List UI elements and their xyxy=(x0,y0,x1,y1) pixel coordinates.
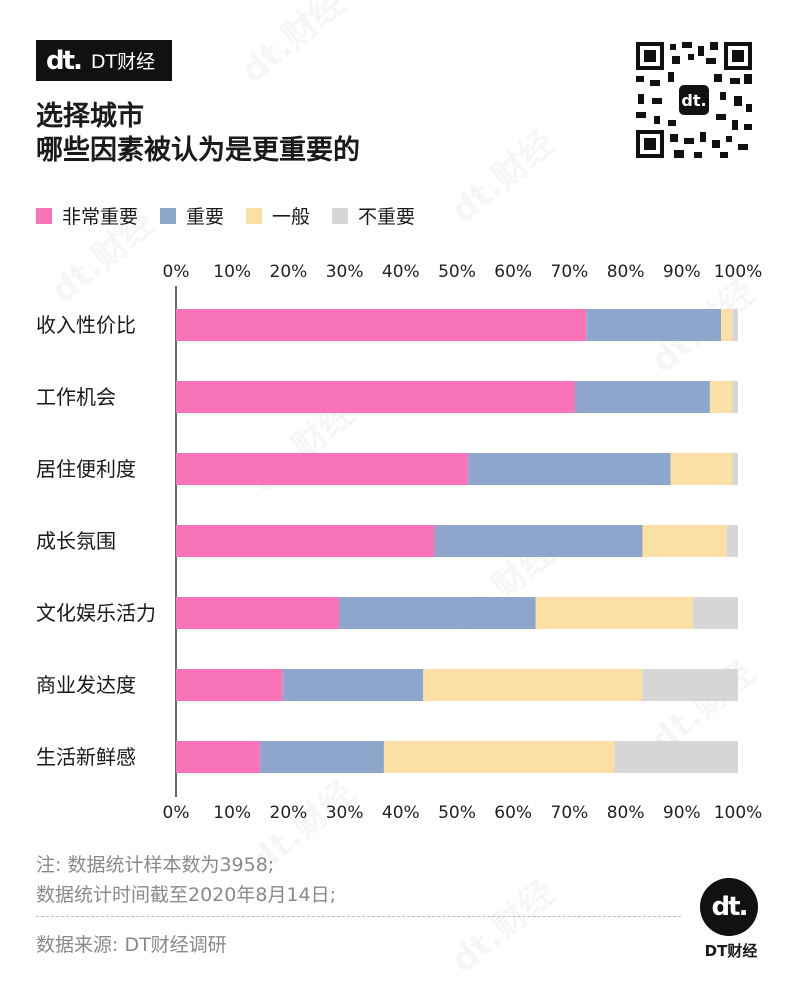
bar-segment xyxy=(176,525,435,557)
legend-swatch xyxy=(246,207,263,224)
chart-title: 选择城市 哪些因素被认为是更重要的 xyxy=(36,100,360,168)
bar-segment xyxy=(693,597,738,629)
x-tick-label-bottom: 70% xyxy=(551,803,589,823)
bar-segment xyxy=(732,453,738,485)
bar-segment xyxy=(383,741,615,773)
x-tick-label-bottom: 100% xyxy=(714,803,763,823)
legend-label: 非常重要 xyxy=(62,206,139,228)
corner-logo-icon: dt. xyxy=(700,878,758,936)
legend-swatch xyxy=(160,207,177,224)
bar-segment xyxy=(732,381,738,413)
brand-logo: dt. xyxy=(46,45,83,76)
bar-segment xyxy=(468,453,671,485)
bar-segment xyxy=(338,597,536,629)
bar-segment xyxy=(176,453,469,485)
x-tick-label-top: 80% xyxy=(607,262,645,282)
category-label: 居住便利度 xyxy=(36,457,136,481)
x-tick-label-top: 0% xyxy=(163,262,190,282)
x-tick-label-top: 100% xyxy=(714,262,763,282)
bar-segment xyxy=(176,741,261,773)
bar-segment xyxy=(176,381,576,413)
bar-segment xyxy=(670,453,733,485)
x-tick-label-bottom: 0% xyxy=(163,803,190,823)
x-tick-label-bottom: 40% xyxy=(382,803,420,823)
bar-segment xyxy=(642,669,738,701)
svg-text:dt.: dt. xyxy=(681,91,706,110)
x-tick-label-bottom: 10% xyxy=(213,803,251,823)
divider xyxy=(36,916,681,917)
bar-segment xyxy=(176,669,283,701)
x-tick-label-top: 30% xyxy=(326,262,364,282)
chart-legend: 非常重要 重要 一般 不重要 xyxy=(36,202,437,229)
x-tick-label-bottom: 80% xyxy=(607,803,645,823)
qr-code-icon: dt. xyxy=(634,40,754,160)
legend-swatch xyxy=(332,207,349,224)
footnote-line1: 注: 数据统计样本数为3958; xyxy=(36,854,275,876)
footnote-line2: 数据统计时间截至2020年8月14日; xyxy=(36,884,337,906)
x-tick-label-bottom: 30% xyxy=(326,803,364,823)
x-tick-label-top: 20% xyxy=(270,262,308,282)
bar-segment xyxy=(614,741,738,773)
bar-segment xyxy=(260,741,384,773)
bar-segment xyxy=(732,309,738,341)
bar-segment xyxy=(709,381,733,413)
bar-segment xyxy=(726,525,738,557)
brand-name: DT财经 xyxy=(90,51,156,73)
footnote: 注: 数据统计样本数为3958; 数据统计时间截至2020年8月14日; xyxy=(36,850,336,910)
legend-label: 一般 xyxy=(272,206,311,228)
legend-item-average: 一般 xyxy=(246,202,310,229)
legend-item-important: 重要 xyxy=(160,202,224,229)
x-tick-label-top: 70% xyxy=(551,262,589,282)
bar-segment xyxy=(176,597,339,629)
x-tick-label-top: 10% xyxy=(213,262,251,282)
source-note: 数据来源: DT财经调研 xyxy=(36,934,227,956)
corner-brand-name: DT财经 xyxy=(704,942,758,960)
category-label: 文化娱乐活力 xyxy=(36,601,156,625)
legend-label: 重要 xyxy=(186,206,225,228)
legend-label: 不重要 xyxy=(358,206,416,228)
category-label: 商业发达度 xyxy=(36,673,136,697)
legend-item-not-important: 不重要 xyxy=(332,202,415,229)
bar-segment xyxy=(575,381,710,413)
bar-segment xyxy=(721,309,733,341)
chart-title-line2: 哪些因素被认为是更重要的 xyxy=(36,135,360,166)
x-tick-label-bottom: 20% xyxy=(270,803,308,823)
x-tick-label-top: 40% xyxy=(382,262,420,282)
x-tick-label-top: 90% xyxy=(663,262,701,282)
category-label: 工作机会 xyxy=(36,385,116,409)
brand-badge: dt. DT财经 xyxy=(36,40,172,81)
category-label: 收入性价比 xyxy=(36,313,136,337)
x-tick-label-bottom: 50% xyxy=(438,803,476,823)
category-label: 成长氛围 xyxy=(36,529,116,553)
bar-segment xyxy=(535,597,694,629)
legend-swatch xyxy=(36,207,52,224)
category-label: 生活新鲜感 xyxy=(36,745,136,769)
bar-segment xyxy=(434,525,643,557)
chart-title-line1: 选择城市 xyxy=(36,101,144,132)
x-tick-label-top: 50% xyxy=(438,262,476,282)
bar-segment xyxy=(423,669,643,701)
x-tick-label-bottom: 60% xyxy=(494,803,532,823)
x-tick-label-bottom: 90% xyxy=(663,803,701,823)
x-tick-label-top: 60% xyxy=(494,262,532,282)
bar-segment xyxy=(586,309,722,341)
bar-segment xyxy=(176,309,587,341)
bar-segment xyxy=(282,669,424,701)
bar-segment xyxy=(642,525,727,557)
legend-item-very-important: 非常重要 xyxy=(36,202,138,229)
